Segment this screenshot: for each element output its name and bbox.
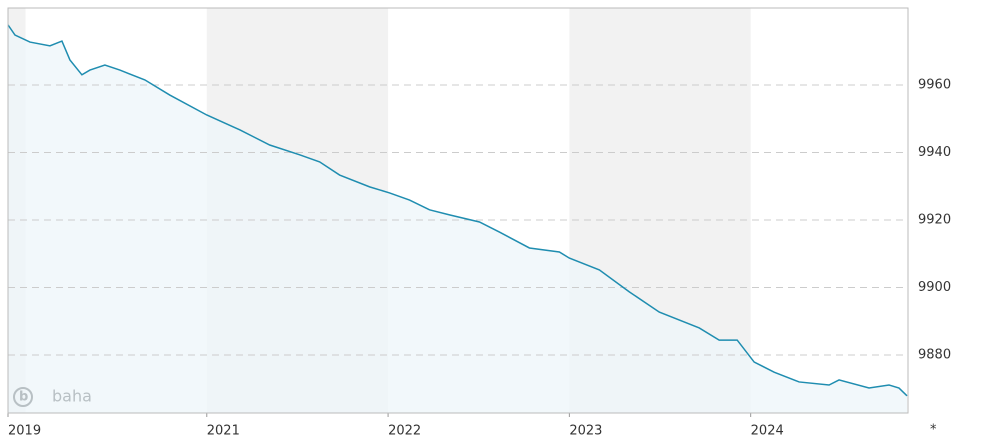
y-tick-label: 9960 <box>918 77 951 92</box>
watermark-logo <box>13 387 33 407</box>
y-tick-label: 9900 <box>918 280 951 295</box>
x-tick-label: 2024 <box>751 424 784 439</box>
y-tick-label: 9880 <box>918 347 951 362</box>
x-tick-label: 2023 <box>569 424 602 439</box>
area <box>8 24 908 413</box>
plot-border <box>7 7 909 414</box>
plot-background <box>8 8 908 413</box>
watermark-logo-letter: b <box>19 390 28 405</box>
x-tick-label: 2022 <box>388 424 421 439</box>
y-tick-label: 9920 <box>918 212 951 227</box>
price-line <box>7 24 908 397</box>
footnote: * <box>930 423 937 438</box>
watermark: baha <box>52 387 92 406</box>
y-tick-label: 9940 <box>918 145 951 160</box>
x-tick-label: 2021 <box>207 424 240 439</box>
x-tick-label: 2019 <box>8 424 41 439</box>
